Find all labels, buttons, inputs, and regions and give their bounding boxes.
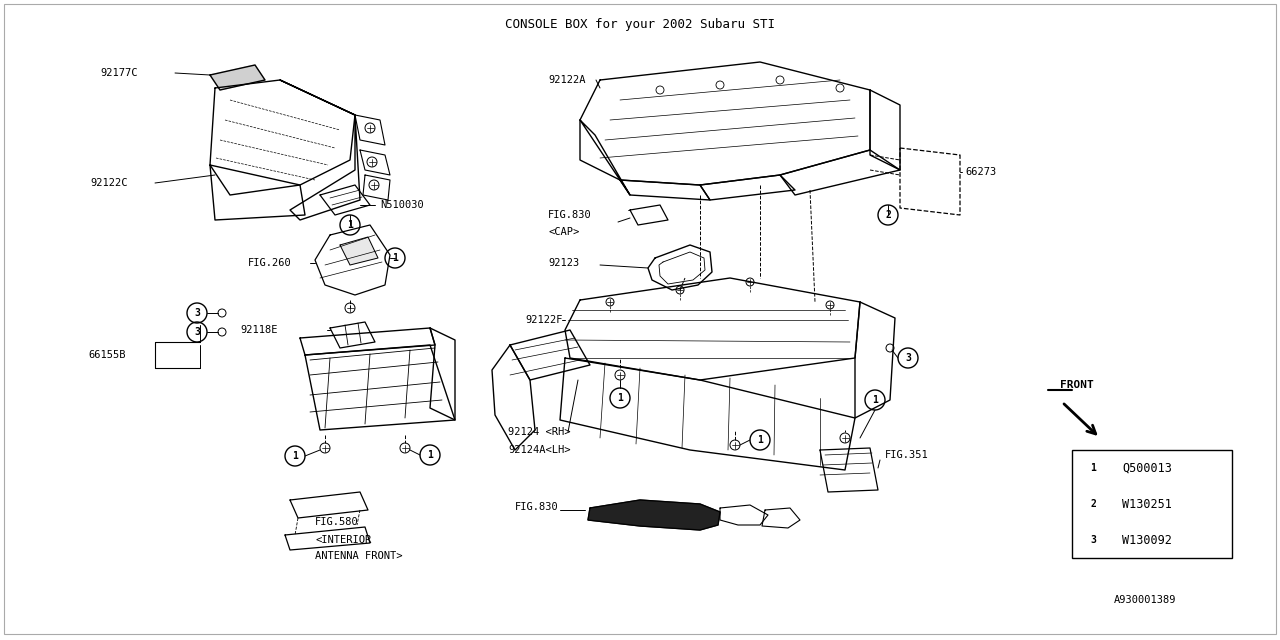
Polygon shape [210, 65, 265, 90]
Text: 1: 1 [292, 451, 298, 461]
Text: 1: 1 [872, 395, 878, 405]
Text: 92122C: 92122C [90, 178, 128, 188]
Text: 1: 1 [392, 253, 398, 263]
Text: A930001389: A930001389 [1114, 595, 1176, 605]
Text: 1: 1 [756, 435, 763, 445]
Text: 1: 1 [1091, 463, 1096, 473]
Text: 1: 1 [347, 220, 353, 230]
Text: FRONT: FRONT [1060, 380, 1093, 390]
Text: 92124A<LH>: 92124A<LH> [508, 445, 571, 455]
Text: N510030: N510030 [380, 200, 424, 210]
Text: FIG.580: FIG.580 [315, 517, 358, 527]
Text: <CAP>: <CAP> [548, 227, 580, 237]
Text: 92123: 92123 [548, 258, 580, 268]
Text: W130251: W130251 [1123, 497, 1172, 511]
Text: 3: 3 [195, 327, 200, 337]
Text: CONSOLE BOX for your 2002 Subaru STI: CONSOLE BOX for your 2002 Subaru STI [506, 18, 774, 31]
Text: 66273: 66273 [965, 167, 996, 177]
Text: 1: 1 [428, 450, 433, 460]
Text: 92122F: 92122F [525, 315, 562, 325]
Polygon shape [340, 237, 378, 265]
Text: 3: 3 [905, 353, 911, 363]
Text: 92124 <RH>: 92124 <RH> [508, 427, 571, 437]
Text: W130092: W130092 [1123, 534, 1172, 547]
Text: 1: 1 [617, 393, 623, 403]
Text: 2: 2 [1091, 499, 1096, 509]
Text: FIG.260: FIG.260 [248, 258, 292, 268]
Text: 66155B: 66155B [88, 350, 125, 360]
Text: FIG.351: FIG.351 [884, 450, 929, 460]
Text: FIG.830: FIG.830 [515, 502, 559, 512]
Polygon shape [588, 500, 721, 530]
Text: 3: 3 [195, 308, 200, 318]
FancyArrowPatch shape [1064, 404, 1096, 434]
Text: Q500013: Q500013 [1123, 461, 1172, 474]
Bar [1073, 450, 1231, 558]
Text: 92118E: 92118E [241, 325, 278, 335]
Text: FIG.830: FIG.830 [548, 210, 591, 220]
Text: 2: 2 [884, 210, 891, 220]
Text: 92177C: 92177C [100, 68, 137, 78]
Text: 3: 3 [1091, 535, 1096, 545]
Text: ANTENNA FRONT>: ANTENNA FRONT> [315, 551, 402, 561]
Text: 92122A: 92122A [548, 75, 585, 85]
Text: <INTERIOR: <INTERIOR [315, 535, 371, 545]
